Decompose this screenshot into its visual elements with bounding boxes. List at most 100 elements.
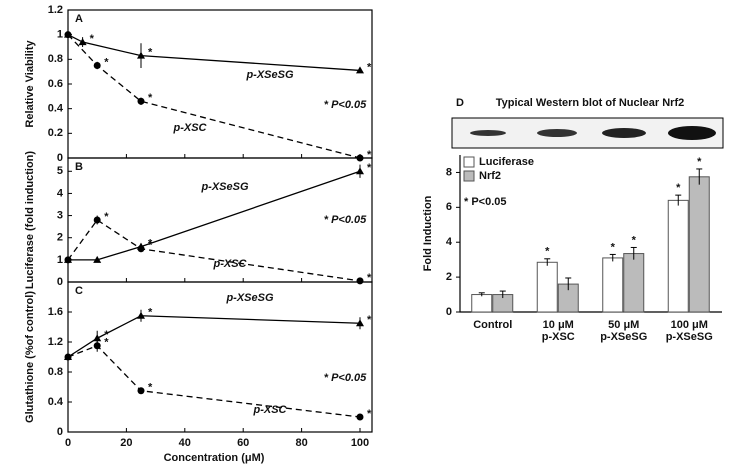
marker — [64, 256, 72, 264]
significance: * — [148, 47, 153, 59]
marker — [137, 311, 145, 319]
significance: * — [104, 337, 109, 349]
annotation: * P<0.05 — [464, 196, 507, 208]
y-tick-label: 0.6 — [48, 78, 63, 90]
x-axis-label: Concentration (μM) — [164, 452, 265, 464]
series-label: p-XSC — [173, 122, 208, 134]
marker — [137, 97, 145, 105]
marker — [93, 216, 101, 224]
significance: * — [697, 156, 702, 168]
significance: * — [367, 272, 372, 284]
legend-swatch — [463, 156, 475, 168]
bar — [623, 253, 645, 313]
x-tick-label: 80 — [295, 437, 307, 449]
y-tick-label: 2 — [446, 271, 452, 283]
panel-label: D — [456, 97, 464, 109]
x-tick-label: 50 μM — [608, 319, 639, 331]
series-label: p-XSeSG — [245, 69, 294, 81]
legend-swatch — [463, 170, 475, 182]
significance: * — [148, 382, 153, 394]
y-tick-label: 0 — [446, 306, 452, 318]
x-tick-label: 40 — [179, 437, 191, 449]
x-tick-label: Control — [473, 319, 512, 331]
significance: * — [367, 314, 372, 326]
significance: * — [104, 56, 109, 68]
marker — [356, 413, 364, 421]
series-label: p-XSC — [253, 404, 288, 416]
bar — [536, 261, 558, 313]
series-line — [67, 344, 361, 418]
y-tick-label: 0 — [57, 276, 63, 288]
marker — [93, 342, 101, 350]
y-tick-label: 0.4 — [48, 396, 64, 408]
marker — [78, 38, 87, 46]
significance: * — [104, 329, 109, 341]
annotation: * P<0.05 — [324, 372, 367, 384]
series-line — [67, 34, 361, 72]
bar — [667, 199, 689, 313]
y-tick-label: 5 — [57, 165, 63, 177]
significance: * — [148, 307, 153, 319]
significance: * — [611, 241, 616, 253]
y-axis-label: Relative Viability — [24, 40, 36, 128]
legend-label: Nrf2 — [479, 170, 501, 182]
marker — [356, 319, 364, 327]
y-tick-label: 6 — [446, 201, 452, 213]
x-tick-label: p-XSeSG — [666, 331, 713, 343]
y-tick-label: 0.4 — [48, 103, 64, 115]
x-tick-label: 0 — [65, 437, 71, 449]
series-label: p-XSeSG — [200, 181, 249, 193]
y-tick-label: 2 — [57, 232, 63, 244]
y-tick-label: 1 — [57, 254, 63, 266]
y-tick-label: 1 — [57, 29, 63, 41]
series-label: p-XSeSG — [225, 292, 274, 304]
x-tick-label: 10 μM — [543, 319, 574, 331]
marker — [93, 334, 102, 342]
marker — [356, 277, 364, 285]
blot-title: Typical Western blot of Nuclear Nrf2 — [496, 97, 684, 109]
series-line — [68, 170, 361, 261]
significance: * — [367, 162, 372, 174]
marker — [356, 66, 364, 74]
plot-frame — [67, 281, 373, 433]
marker — [137, 245, 145, 253]
series-line — [67, 219, 361, 282]
bar — [471, 294, 493, 313]
marker — [93, 62, 101, 69]
x-tick-label: 100 — [351, 437, 369, 449]
x-tick-label: 100 μM — [671, 319, 708, 331]
significance: * — [148, 237, 153, 249]
significance: * — [632, 234, 637, 246]
y-tick-label: 4 — [57, 187, 64, 199]
marker — [93, 255, 102, 263]
significance: * — [545, 246, 550, 258]
plot-frame — [67, 9, 373, 159]
y-tick-label: 1.2 — [48, 4, 63, 16]
x-tick-label: p-XSeSG — [600, 331, 647, 343]
panel-label: B — [75, 161, 83, 173]
significance: * — [148, 240, 153, 252]
significance: * — [367, 408, 372, 420]
significance: * — [367, 149, 372, 161]
y-tick-label: 8 — [446, 166, 452, 178]
significance: * — [676, 182, 681, 194]
significance: * — [367, 61, 372, 73]
significance: * — [104, 211, 109, 223]
y-axis-label: Luciferase (fold induction) — [24, 151, 36, 289]
y-tick-label: 3 — [57, 209, 63, 221]
significance: * — [90, 33, 95, 45]
series-label: p-XSC — [213, 258, 248, 270]
y-tick-label: 0.8 — [48, 366, 63, 378]
annotation: * P<0.05 — [324, 99, 367, 111]
marker — [137, 51, 145, 59]
x-tick-label: 60 — [237, 437, 249, 449]
y-tick-label: 1.6 — [48, 306, 63, 318]
marker — [64, 353, 72, 361]
y-tick-label: 0 — [57, 152, 63, 164]
y-tick-label: 0.2 — [48, 127, 63, 139]
legend-label: Luciferase — [479, 156, 534, 168]
x-tick-label: p-XSC — [542, 331, 575, 343]
significance: * — [148, 92, 153, 104]
marker — [356, 167, 364, 175]
